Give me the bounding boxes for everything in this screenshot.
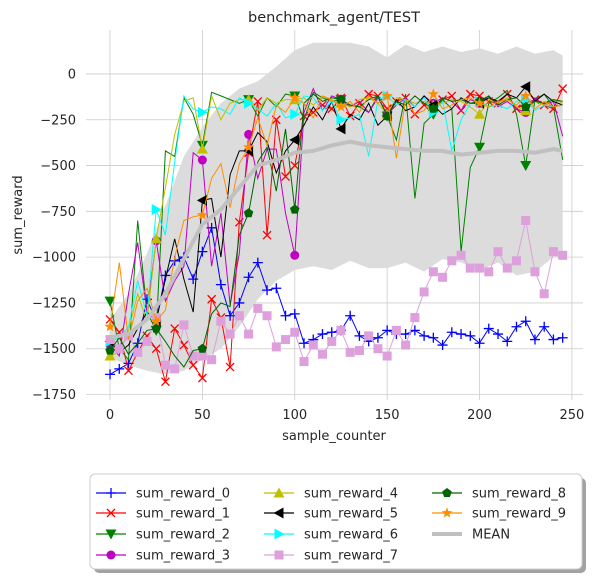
point-sum_reward_7 [142, 337, 151, 346]
legend-label: sum_reward_8 [472, 487, 566, 502]
point-sum_reward_7 [466, 264, 475, 273]
point-sum_reward_7 [364, 331, 373, 340]
point-sum_reward_7 [447, 256, 456, 265]
point-sum_reward_7 [512, 256, 521, 265]
legend-label: MEAN [472, 528, 510, 543]
point-sum_reward_7 [392, 326, 401, 335]
point-sum_reward_7 [475, 264, 484, 273]
point-sum_reward_7 [133, 348, 142, 357]
point-sum_reward_7 [318, 350, 327, 359]
point-sum_reward_7 [226, 330, 235, 339]
y-tick-label: −1250 [32, 296, 76, 311]
point-sum_reward_7 [272, 342, 281, 351]
point-sum_reward_7 [457, 251, 466, 260]
point-sum_reward_7 [327, 337, 336, 346]
x-tick-label: 0 [106, 408, 114, 423]
point-sum_reward_7 [558, 251, 567, 260]
point-sum_reward_3 [198, 156, 207, 165]
legend-label: sum_reward_7 [304, 549, 398, 564]
point-sum_reward_7 [521, 216, 530, 225]
y-tick-label: −1750 [32, 388, 76, 403]
point-sum_reward_7 [503, 264, 512, 273]
x-tick-label: 50 [194, 408, 211, 423]
legend-label: sum_reward_5 [304, 507, 398, 522]
point-sum_reward_7 [263, 311, 272, 320]
point-sum_reward_7 [216, 317, 225, 326]
point-sum_reward_7 [346, 348, 355, 357]
legend-label: sum_reward_6 [304, 528, 398, 543]
point-sum_reward_7 [401, 341, 410, 350]
point-sum_reward_7 [373, 344, 382, 353]
point-sum_reward_7 [355, 346, 364, 355]
point-sum_reward_7 [429, 267, 438, 276]
y-tick-label: 0 [68, 67, 76, 82]
y-tick-label: −250 [40, 113, 76, 128]
legend-label: sum_reward_0 [136, 487, 230, 502]
point-sum_reward_7 [300, 357, 309, 366]
legend: sum_reward_0 sum_reward_1 sum_reward_2 sum_… [90, 474, 586, 573]
x-tick-label: 200 [467, 408, 492, 423]
legend-marker [107, 551, 116, 560]
y-axis-label: sum_reward [11, 175, 26, 254]
point-sum_reward_7 [410, 313, 419, 322]
chart-title: benchmark_agent/TEST [248, 10, 420, 26]
point-sum_reward_7 [438, 273, 447, 282]
legend-label: sum_reward_9 [472, 507, 566, 522]
point-sum_reward_7 [207, 355, 216, 364]
legend-label: sum_reward_1 [136, 507, 230, 522]
legend-label: sum_reward_4 [304, 487, 398, 502]
point-sum_reward_7 [420, 287, 429, 296]
point-sum_reward_7 [530, 267, 539, 276]
y-tick-label: −1500 [32, 342, 76, 357]
point-sum_reward_7 [494, 247, 503, 256]
point-sum_reward_7 [170, 364, 179, 373]
legend-label: sum_reward_2 [136, 528, 230, 543]
y-tick-label: −750 [40, 205, 76, 220]
point-sum_reward_7 [336, 326, 345, 335]
point-sum_reward_7 [244, 330, 253, 339]
point-sum_reward_7 [179, 320, 188, 329]
point-sum_reward_7 [484, 267, 493, 276]
y-tick-label: −500 [40, 159, 76, 174]
point-sum_reward_7 [290, 328, 299, 337]
point-sum_reward_7 [115, 344, 124, 353]
point-sum_reward_7 [540, 289, 549, 298]
point-sum_reward_3 [290, 251, 299, 260]
x-axis-label: sample_counter [282, 429, 386, 444]
x-tick-label: 250 [560, 408, 585, 423]
legend-label: sum_reward_3 [136, 549, 230, 564]
point-sum_reward_7 [198, 352, 207, 361]
y-tick-label: −1000 [32, 251, 76, 266]
point-sum_reward_7 [281, 335, 290, 344]
legend-marker [275, 551, 284, 560]
point-sum_reward_7 [253, 304, 262, 313]
x-tick-label: 100 [282, 408, 307, 423]
point-sum_reward_7 [161, 361, 170, 370]
x-tick-label: 150 [375, 408, 400, 423]
point-sum_reward_7 [549, 247, 558, 256]
point-sum_reward_7 [309, 341, 318, 350]
point-sum_reward_7 [235, 311, 244, 320]
point-sum_reward_7 [383, 352, 392, 361]
